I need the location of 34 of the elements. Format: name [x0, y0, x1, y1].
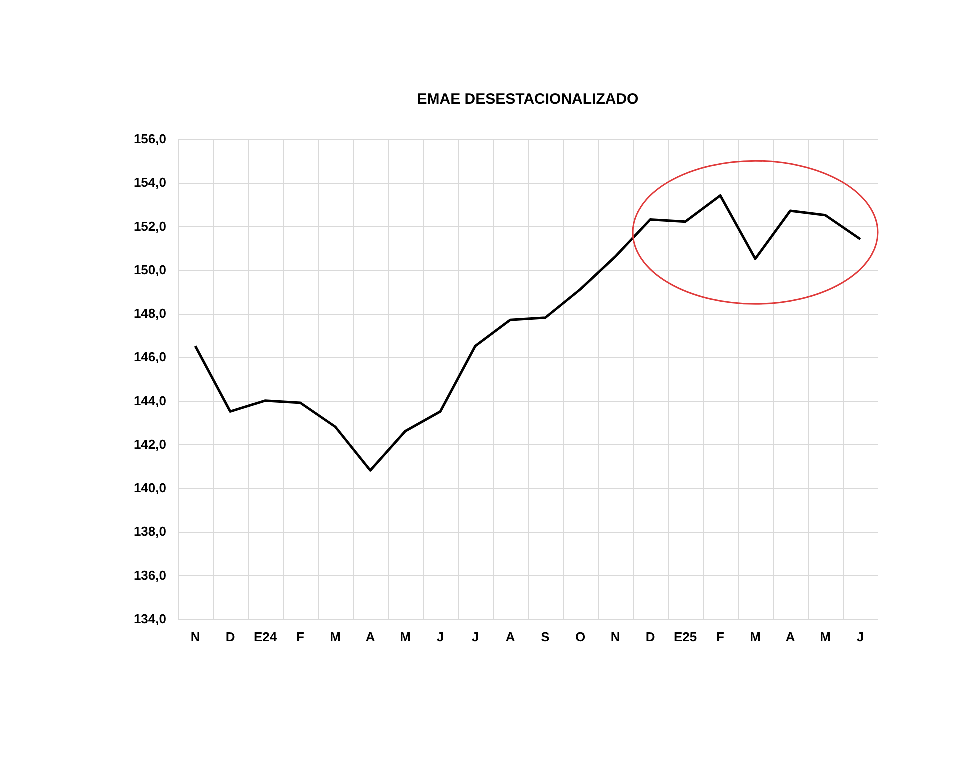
- x-tick-label: E24: [254, 630, 278, 644]
- y-tick-label: 152,0: [134, 218, 166, 234]
- x-tick-label: S: [541, 630, 550, 644]
- x-tick-label: A: [786, 630, 796, 644]
- x-tick-label: F: [716, 630, 725, 644]
- y-tick-label: 148,0: [134, 306, 166, 322]
- x-tick-label: J: [856, 630, 864, 644]
- y-tick-label: 154,0: [134, 175, 166, 190]
- x-tick-label: F: [296, 630, 305, 644]
- y-tick-label: 156,0: [134, 132, 166, 146]
- y-tick-label: 146,0: [134, 350, 166, 365]
- y-tick-label: 150,0: [134, 262, 166, 278]
- y-tick-label: 144,0: [134, 393, 166, 408]
- x-tick-label: M: [750, 630, 761, 644]
- y-tick-label: 136,0: [134, 568, 166, 583]
- y-tick-label: 142,0: [134, 436, 166, 452]
- x-tick-label: E25: [674, 630, 698, 644]
- x-tick-label: A: [506, 630, 516, 644]
- x-tick-label: O: [575, 630, 586, 644]
- line-series: [194, 194, 862, 472]
- x-tick-label: D: [226, 630, 236, 644]
- x-tick-label: J: [472, 630, 480, 644]
- x-tick-label: M: [400, 630, 411, 644]
- x-tick-label: M: [820, 630, 831, 644]
- y-tick-label: 140,0: [134, 480, 166, 496]
- x-tick-label: J: [436, 630, 444, 644]
- x-tick-label: N: [190, 630, 200, 644]
- x-tick-label: D: [646, 630, 656, 644]
- x-tick-label: N: [610, 630, 620, 644]
- x-tick-label: A: [366, 630, 376, 644]
- y-tick-label: 138,0: [134, 524, 166, 540]
- y-tick-label: 134,0: [134, 612, 166, 626]
- x-tick-label: M: [330, 630, 341, 644]
- chart-title: EMAE DESESTACIONALIZADO: [417, 91, 640, 108]
